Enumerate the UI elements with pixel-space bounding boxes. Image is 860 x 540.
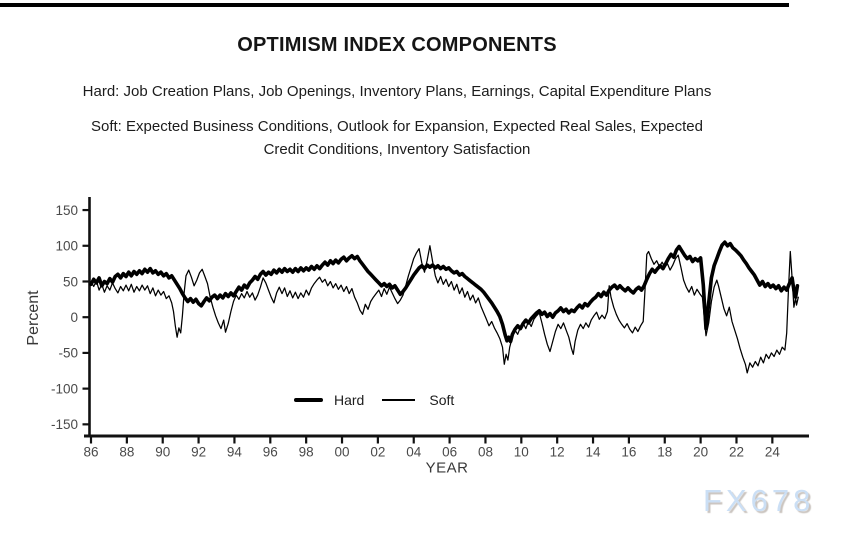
y-tick-label: 150 (55, 203, 78, 218)
subtitle-hard-components: Hard: Job Creation Plans, Job Openings, … (82, 83, 712, 100)
x-tick-label: 14 (586, 445, 602, 460)
soft-line-swatch (382, 399, 416, 401)
x-tick-label: 88 (119, 445, 134, 460)
y-tick-label: 0 (70, 310, 78, 325)
y-tick-label: -100 (51, 381, 78, 396)
top-rule (0, 3, 789, 7)
x-tick-label: 10 (514, 445, 529, 460)
x-tick-label: 16 (621, 445, 636, 460)
y-tick-label: 50 (63, 274, 78, 289)
y-axis-title: Percent (25, 290, 42, 346)
chart-legend: Hard Soft (294, 390, 454, 410)
legend-label-soft: Soft (429, 392, 455, 408)
hard-line-swatch (294, 398, 323, 402)
page-title: OPTIMISM INDEX COMPONENTS (237, 34, 557, 56)
x-axis-title: YEAR (426, 460, 469, 477)
x-tick-label: 00 (335, 445, 350, 460)
x-tick-label: 98 (299, 445, 314, 460)
x-tick-label: 04 (406, 445, 422, 460)
subtitle-soft-line2: Credit Conditions, Inventory Satisfactio… (263, 140, 531, 158)
x-tick-label: 22 (729, 445, 744, 460)
x-tick-label: 06 (442, 445, 457, 460)
x-tick-label: 02 (370, 445, 385, 460)
x-tick-label: 12 (550, 445, 565, 460)
y-tick-label: 100 (55, 239, 78, 254)
legend-label-hard: Hard (334, 392, 365, 408)
fx678-watermark: FX678 (703, 483, 815, 518)
x-tick-label: 08 (478, 445, 493, 460)
x-tick-label: 90 (155, 445, 170, 460)
x-tick-label: 20 (693, 445, 708, 460)
hard-series-line (89, 240, 800, 344)
x-tick-label: 18 (657, 445, 672, 460)
subtitle-soft-line1: Soft: Expected Business Conditions, Outl… (90, 118, 703, 135)
subtitle-soft-components: Soft: Expected Business Conditions, Outl… (0, 116, 794, 161)
x-tick-label: 96 (263, 445, 278, 460)
soft-series-line (90, 245, 799, 374)
y-tick-label: -50 (58, 346, 78, 361)
x-tick-label: 94 (227, 445, 243, 460)
x-tick-label: 92 (191, 445, 206, 460)
x-tick-label: 24 (765, 445, 781, 460)
y-tick-label: -150 (51, 417, 78, 432)
x-tick-label: 86 (83, 445, 98, 460)
